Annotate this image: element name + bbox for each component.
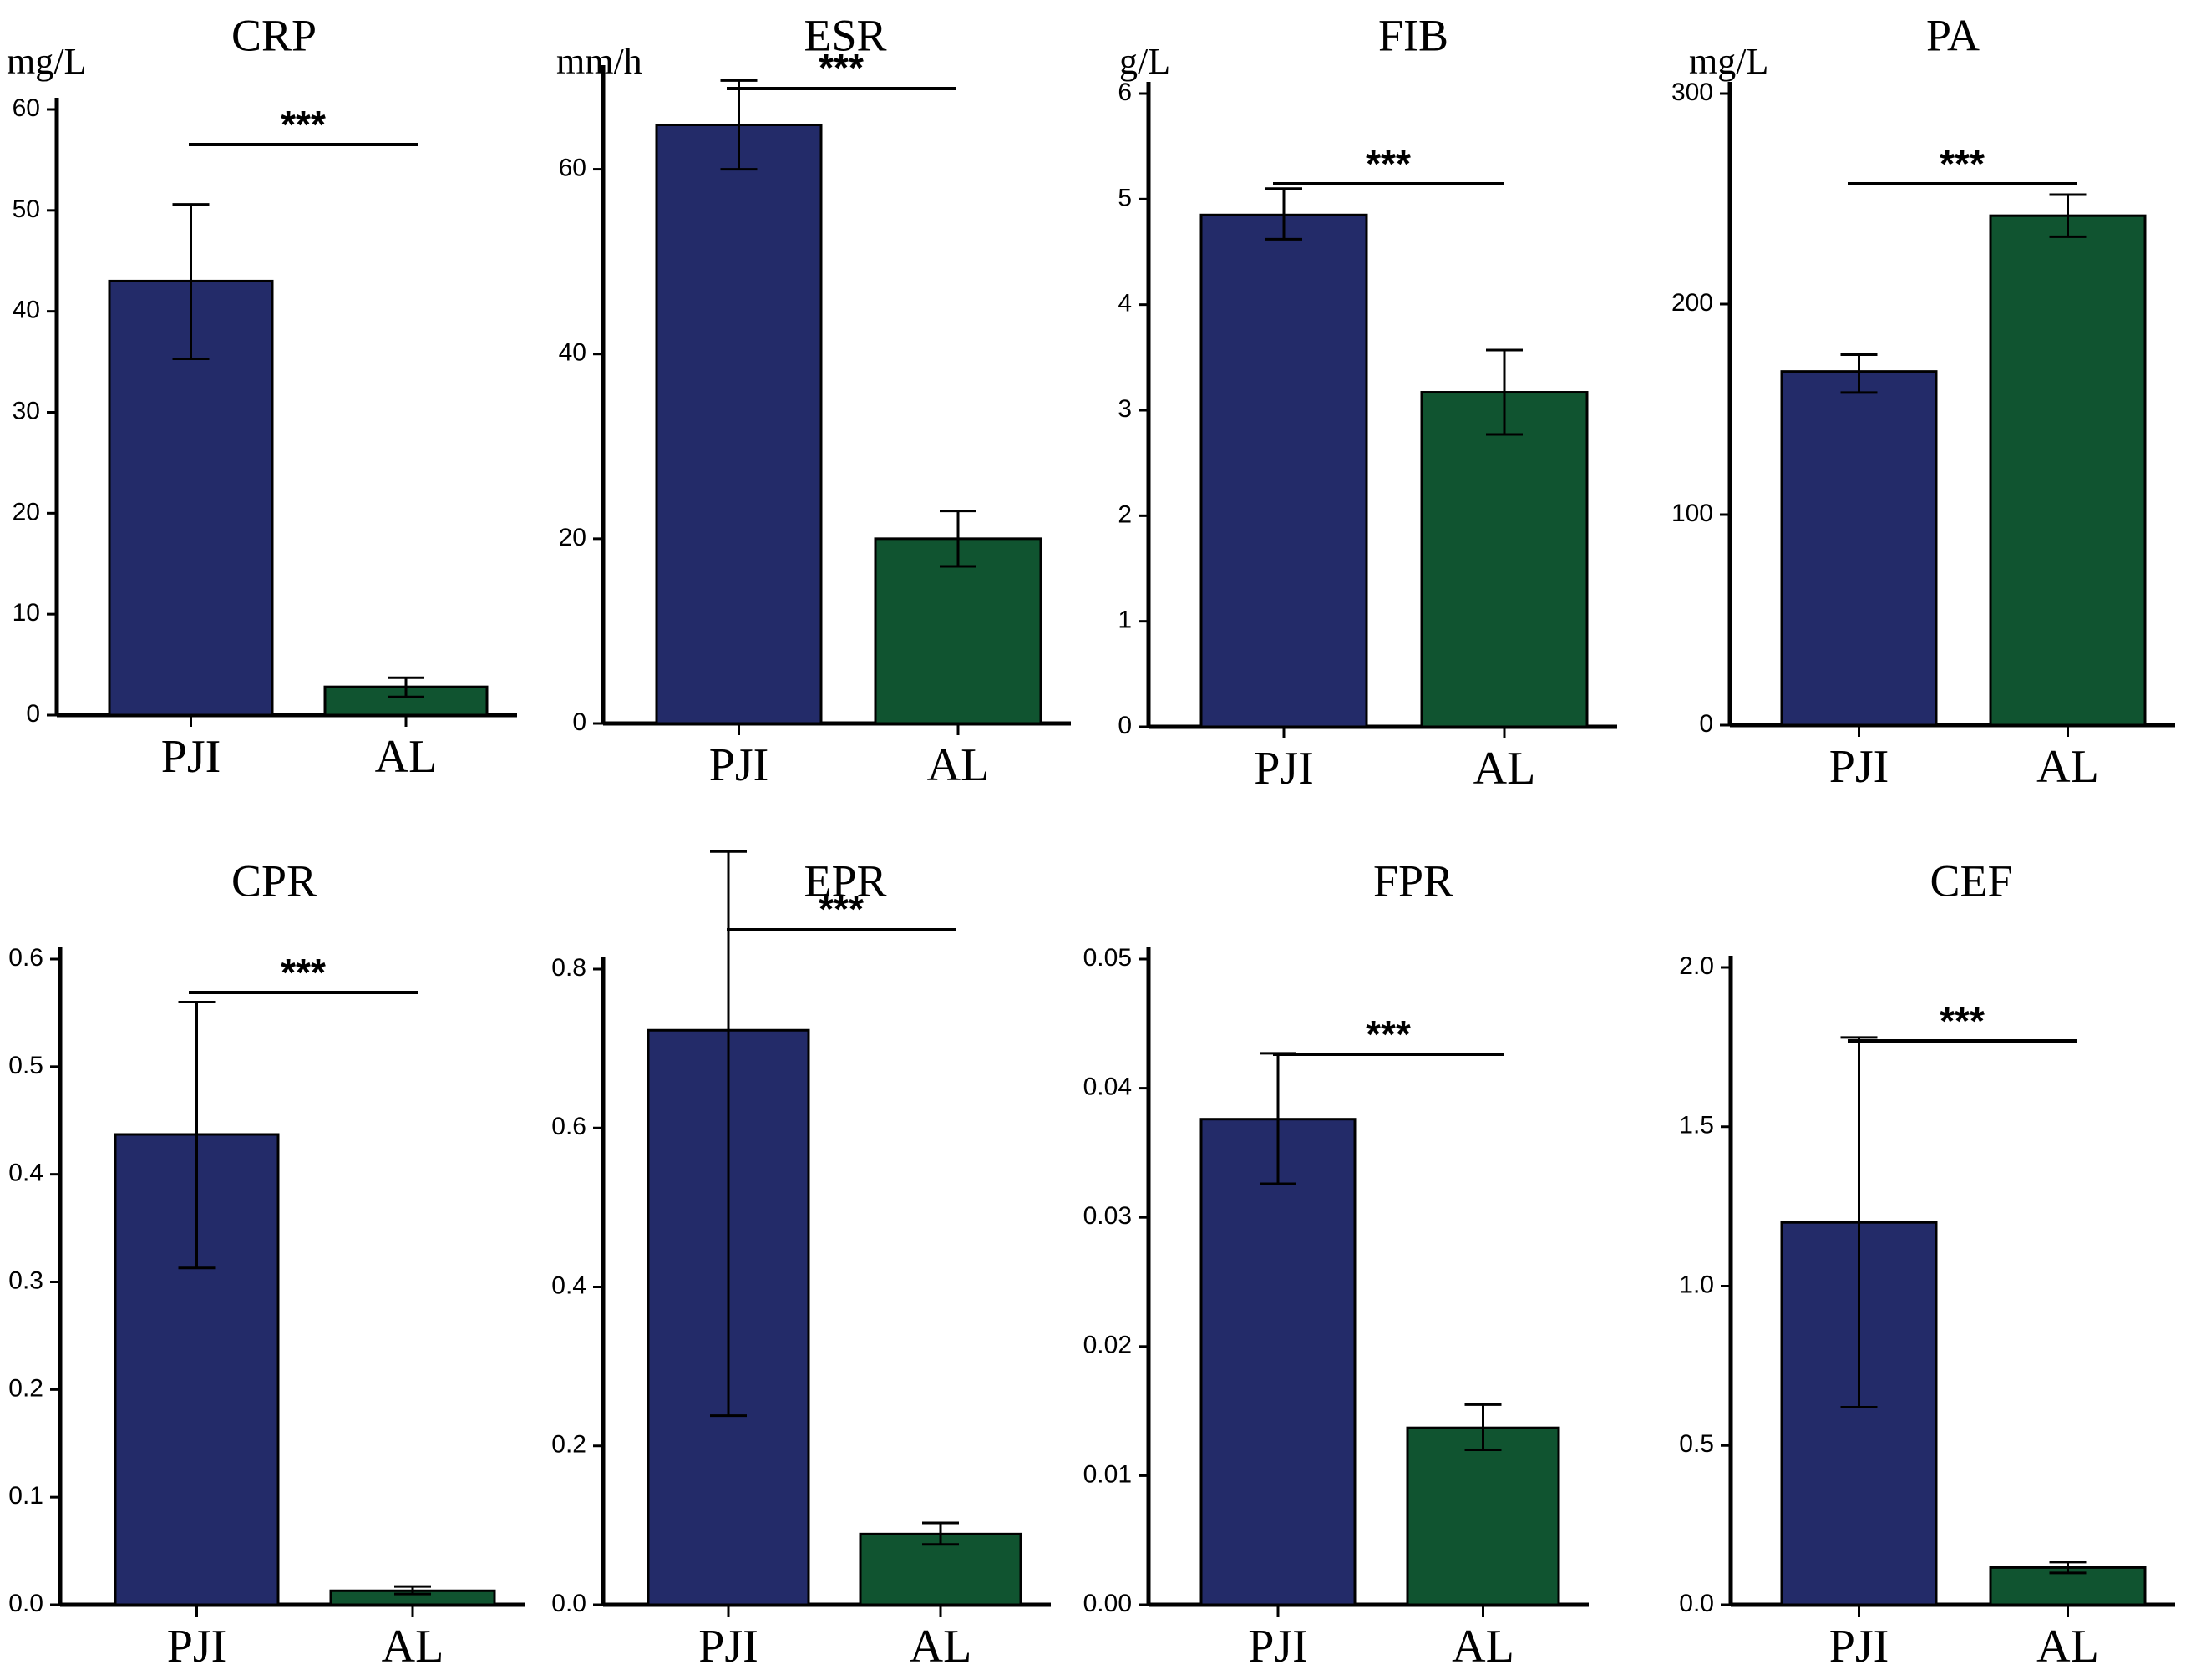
chart-fpr: FPR 0.00 0.01 0.02 0.03 0.04 0.05 PJI AL *** xyxy=(1083,855,1589,1672)
x-category-label: AL xyxy=(375,731,438,783)
y-tick-label: 0.04 xyxy=(1083,1073,1132,1101)
y-tick-label: 0.2 xyxy=(551,1431,586,1459)
y-tick-label: 0.02 xyxy=(1083,1332,1132,1359)
y-tick-label: 0.3 xyxy=(8,1266,43,1294)
y-tick-label: 0.00 xyxy=(1083,1590,1132,1617)
x-category-label: AL xyxy=(382,1621,444,1672)
significance-stars: *** xyxy=(1366,1013,1411,1056)
chart-pa: PA mg/L 0 100 200 300 PJI AL *** xyxy=(1671,10,2175,793)
y-tick-label: 1.5 xyxy=(1679,1112,1714,1139)
x-category-label: PJI xyxy=(698,1621,758,1672)
y-tick-label: 0.1 xyxy=(8,1482,43,1510)
y-tick-label: 20 xyxy=(13,498,40,525)
chart-title: CRP xyxy=(231,10,317,60)
y-tick-label: 0 xyxy=(572,708,586,736)
y-axis-unit: g/L xyxy=(1119,41,1170,82)
y-tick-label: 200 xyxy=(1671,289,1713,317)
x-category-label: PJI xyxy=(167,1621,227,1672)
x-category-label: AL xyxy=(910,1621,972,1672)
chart-title: FPR xyxy=(1373,855,1453,906)
y-axis-unit: mg/L xyxy=(7,41,86,82)
chart-fib: FIB g/L 0 1 2 3 4 5 6 PJI AL *** xyxy=(1118,10,1617,794)
y-tick-label: 10 xyxy=(13,599,40,627)
y-tick-label: 3 xyxy=(1118,395,1132,423)
y-tick-label: 0.0 xyxy=(551,1590,586,1617)
y-tick-label: 0.4 xyxy=(8,1160,43,1187)
y-tick-label: 0 xyxy=(1118,712,1132,739)
bar-al xyxy=(1420,391,1589,728)
significance-stars: *** xyxy=(281,951,326,994)
y-tick-label: 0.0 xyxy=(1679,1590,1714,1617)
chart-cef: CEF 0.0 0.5 1.0 1.5 2.0 PJI AL *** xyxy=(1679,855,2175,1672)
x-category-label: PJI xyxy=(161,731,221,783)
chart-title: CPR xyxy=(231,855,317,906)
y-tick-label: 0.05 xyxy=(1083,944,1132,972)
significance-stars: *** xyxy=(819,46,864,89)
chart-title: ESR xyxy=(804,10,886,60)
significance-stars: *** xyxy=(281,103,326,146)
x-category-label: AL xyxy=(1473,743,1536,794)
x-category-label: PJI xyxy=(1248,1621,1308,1672)
significance-stars: *** xyxy=(819,887,864,931)
y-tick-label: 0.03 xyxy=(1083,1202,1132,1230)
y-tick-label: 40 xyxy=(13,297,40,324)
y-tick-label: 20 xyxy=(559,524,586,551)
bar-pji xyxy=(1199,1118,1357,1606)
chart-title: EPR xyxy=(804,855,886,906)
x-category-label: PJI xyxy=(1829,1621,1889,1672)
significance-stars: *** xyxy=(1940,999,1985,1043)
significance-stars: *** xyxy=(1366,142,1411,185)
x-category-label: PJI xyxy=(709,739,769,791)
y-tick-label: 0.6 xyxy=(551,1113,586,1140)
y-tick-label: 5 xyxy=(1118,184,1132,211)
y-tick-label: 60 xyxy=(559,154,586,181)
y-tick-label: 2.0 xyxy=(1679,952,1714,980)
bar-al xyxy=(1989,214,2147,727)
y-tick-label: 0.2 xyxy=(8,1374,43,1402)
chart-title: CEF xyxy=(1930,855,2012,906)
y-tick-label: 6 xyxy=(1118,79,1132,106)
x-category-label: AL xyxy=(1452,1621,1514,1672)
y-tick-label: 4 xyxy=(1118,290,1132,317)
bar-pji xyxy=(655,123,823,725)
y-tick-label: 0.5 xyxy=(1679,1430,1714,1458)
bar-al xyxy=(1406,1426,1560,1606)
x-category-label: PJI xyxy=(1829,741,1889,793)
chart-crp: CRP mg/L 0 10 20 30 40 50 60 PJI AL *** xyxy=(7,10,517,783)
y-tick-label: 30 xyxy=(13,397,40,424)
x-category-label: AL xyxy=(927,739,990,791)
y-tick-label: 2 xyxy=(1118,500,1132,528)
x-category-label: AL xyxy=(2036,741,2099,793)
x-category-label: AL xyxy=(2036,1621,2099,1672)
y-tick-label: 0 xyxy=(1699,710,1713,738)
chart-title: FIB xyxy=(1378,10,1448,60)
y-tick-label: 0 xyxy=(26,700,40,728)
y-tick-label: 60 xyxy=(13,94,40,122)
bar-al xyxy=(859,1532,1022,1606)
bar-al xyxy=(874,537,1042,725)
y-tick-label: 300 xyxy=(1671,79,1713,106)
significance-stars: *** xyxy=(1940,142,1985,185)
bar-pji xyxy=(1780,370,1938,727)
y-tick-label: 1.0 xyxy=(1679,1271,1714,1298)
y-tick-label: 0.4 xyxy=(551,1271,586,1299)
y-tick-label: 0.5 xyxy=(8,1052,43,1079)
y-tick-label: 0.6 xyxy=(8,944,43,972)
x-category-label: PJI xyxy=(1254,743,1314,794)
y-tick-label: 50 xyxy=(13,195,40,223)
y-axis-unit: mg/L xyxy=(1689,41,1768,82)
chart-esr: ESR mm/h 0 20 40 60 PJI AL *** xyxy=(556,10,1071,791)
bar-pji xyxy=(1199,213,1368,728)
y-tick-label: 100 xyxy=(1671,500,1713,527)
y-axis-unit: mm/h xyxy=(556,41,642,82)
chart-epr: EPR 0.0 0.2 0.4 0.6 0.8 PJI AL *** xyxy=(551,850,1051,1672)
y-tick-label: 0.0 xyxy=(8,1590,43,1617)
y-tick-label: 0.8 xyxy=(551,954,586,982)
chart-cpr: CPR 0.0 0.1 0.2 0.3 0.4 0.5 0.6 PJI AL *** xyxy=(8,855,525,1672)
y-tick-label: 40 xyxy=(559,339,586,367)
chart-title: PA xyxy=(1926,10,1980,60)
y-tick-label: 0.01 xyxy=(1083,1460,1132,1488)
y-tick-label: 1 xyxy=(1118,607,1132,634)
